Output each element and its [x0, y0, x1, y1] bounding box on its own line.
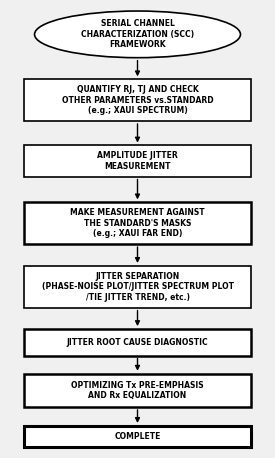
- FancyBboxPatch shape: [24, 146, 251, 177]
- Text: AMPLITUDE JITTER
MEASUREMENT: AMPLITUDE JITTER MEASUREMENT: [97, 151, 178, 171]
- Text: MAKE MEASUREMENT AGAINST
THE STANDARD'S MASKS
(e.g.; XAUI FAR END): MAKE MEASUREMENT AGAINST THE STANDARD'S …: [70, 208, 205, 238]
- FancyBboxPatch shape: [24, 329, 251, 356]
- Text: JITTER SEPARATION
(PHASE-NOISE PLOT/JITTER SPECTRUM PLOT
/TIE JITTER TREND, etc.: JITTER SEPARATION (PHASE-NOISE PLOT/JITT…: [42, 272, 233, 302]
- FancyBboxPatch shape: [24, 202, 251, 244]
- FancyBboxPatch shape: [24, 79, 251, 121]
- Ellipse shape: [35, 11, 240, 58]
- Text: COMPLETE: COMPLETE: [114, 432, 161, 441]
- FancyBboxPatch shape: [24, 266, 251, 308]
- Text: QUANTIFY RJ, TJ AND CHECK
OTHER PARAMETERS vs.STANDARD
(e.g.; XAUI SPECTRUM): QUANTIFY RJ, TJ AND CHECK OTHER PARAMETE…: [62, 85, 213, 115]
- Text: OPTIMIZING Tx PRE-EMPHASIS
AND Rx EQUALIZATION: OPTIMIZING Tx PRE-EMPHASIS AND Rx EQUALI…: [71, 381, 204, 400]
- Text: SERIAL CHANNEL
CHARACTERIZATION (SCC)
FRAMEWORK: SERIAL CHANNEL CHARACTERIZATION (SCC) FR…: [81, 19, 194, 49]
- Text: JITTER ROOT CAUSE DIAGNOSTIC: JITTER ROOT CAUSE DIAGNOSTIC: [67, 338, 208, 347]
- FancyBboxPatch shape: [24, 426, 251, 447]
- FancyBboxPatch shape: [24, 374, 251, 407]
